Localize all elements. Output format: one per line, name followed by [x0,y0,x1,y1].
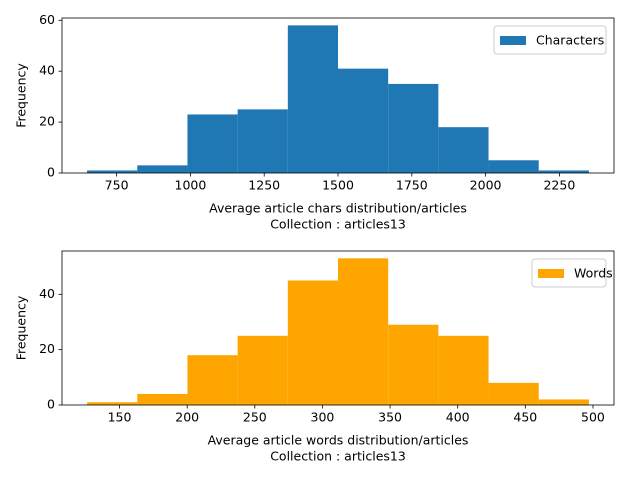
bar [137,165,188,173]
legend-box [493,25,607,55]
axes-frame [61,250,615,406]
legend-swatch [500,36,526,45]
x-tick-label: 2250 [543,178,575,193]
y-axis-label: Frequency [14,295,29,360]
bar [237,335,288,405]
bar [187,355,238,405]
y-tick-label: 0 [47,397,55,412]
bar [87,170,138,173]
x-tick-label: 300 [311,410,335,425]
y-axis-label: Frequency [14,63,29,128]
legend-label: Words [574,266,613,281]
bar [87,402,138,405]
legend-swatch [538,269,564,278]
bar [488,382,539,405]
x-tick-label: 400 [446,410,470,425]
x-tick-label: 1750 [396,178,428,193]
x-tick-label: 450 [513,410,537,425]
bar [388,83,439,173]
x-tick-label: 1500 [322,178,354,193]
x-tick-label: 350 [378,410,402,425]
y-tick-label: 40 [39,286,55,301]
x-tick-label: 250 [243,410,267,425]
y-tick-label: 20 [39,341,55,356]
bar [538,170,589,173]
bar [187,114,238,173]
legend-label: Characters [536,33,604,48]
x-tick-label: 500 [581,410,605,425]
x-tick-label: 750 [105,178,129,193]
x-tick-label: 200 [175,410,199,425]
bar [338,258,389,405]
x-tick-label: 150 [108,410,132,425]
x-axis-label: Average article chars distribution/artic… [209,201,467,216]
legend-box [531,258,607,288]
bar [538,399,589,405]
bar [388,324,439,405]
bar [438,335,489,405]
y-tick-label: 20 [39,114,55,129]
y-tick-label: 40 [39,63,55,78]
bar [137,393,188,405]
x-tick-label: 1250 [248,178,280,193]
x-tick-label: 2000 [470,178,502,193]
bar [237,109,288,173]
x-tick-label: 1000 [175,178,207,193]
x-axis-label: Average article words distribution/artic… [208,433,469,448]
bar [287,280,338,405]
y-tick-label: 60 [39,12,55,27]
y-tick-label: 0 [47,165,55,180]
x-axis-label: Collection : articles13 [270,217,406,232]
bar [338,68,389,173]
x-axis-label: Collection : articles13 [270,449,406,464]
bar [287,25,338,174]
bar [438,127,489,173]
bar [488,160,539,173]
